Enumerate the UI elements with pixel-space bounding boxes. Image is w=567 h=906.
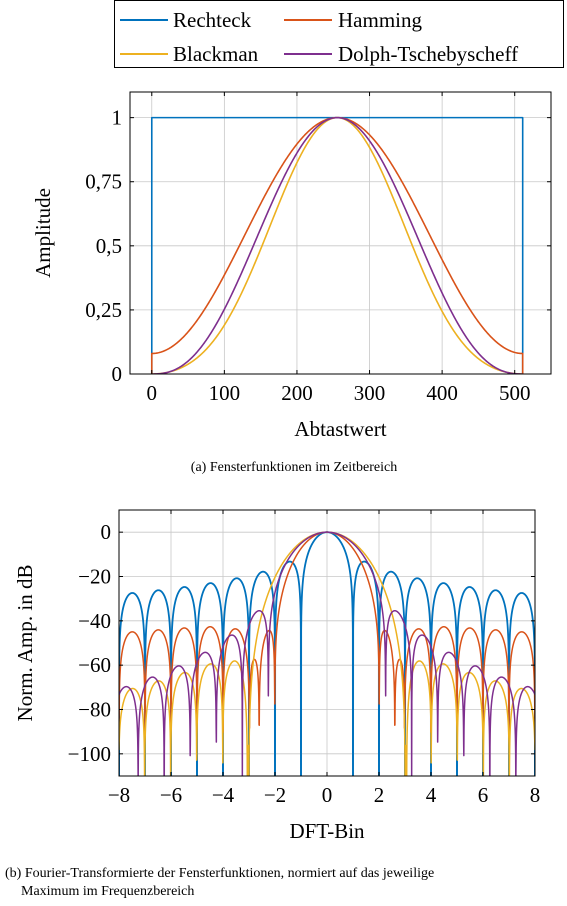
x-axis-label: Abtastwert	[294, 417, 386, 441]
x-tick-label-4: 400	[426, 381, 458, 405]
x-tick-label-0: −8	[108, 783, 130, 807]
y-tick-label-4: 1	[112, 106, 123, 130]
plot-area	[150, 116, 524, 374]
x-tick-label-4: 0	[322, 783, 333, 807]
time-domain-chart: 0 100 200 300 400 500 0 0,25 0,5 0,75 1 Abtastwert A…	[31, 91, 552, 441]
x-tick-label-0: 0	[147, 381, 158, 405]
y-axis-label: Amplitude	[31, 188, 55, 278]
x-tick-label-6: 4	[426, 783, 437, 807]
series-dolph-tschebyscheff	[119, 531, 535, 776]
x-tick-label-2: 200	[281, 381, 313, 405]
legend-label-blackman: Blackman	[173, 42, 259, 66]
y-axis-label: Norm. Amp. in dB	[13, 565, 37, 722]
y-tick-label-0: 0	[112, 362, 123, 386]
legend-entry-dolph: Dolph-Tschebyscheff	[284, 42, 518, 66]
caption-b-line1: (b) Fourier-Transformierte der Fensterfu…	[5, 866, 434, 881]
legend-label-rechteck: Rechteck	[173, 8, 252, 32]
y-tick-label-3: 0,75	[85, 170, 122, 194]
x-tick-label-7: 6	[478, 783, 489, 807]
x-tick-label-8: 8	[530, 783, 541, 807]
y-tick-label-5: 0	[101, 520, 112, 544]
legend-label-hamming: Hamming	[338, 8, 422, 32]
y-tick-label-2: 0,5	[96, 234, 122, 258]
axes-frame	[129, 91, 552, 375]
x-tick-label-1: 100	[209, 381, 241, 405]
caption-b-line2: Maximum im Frequenzbereich	[21, 884, 194, 899]
y-tick-label-1: −80	[78, 698, 111, 722]
y-tick-label-1: 0,25	[85, 298, 122, 322]
legend-entry-blackman: Blackman	[120, 42, 259, 66]
frequency-domain-chart: −8 −6 −4 −2 0 2 4 6 8−100−80−60−40−200DFT-BinNor…	[13, 509, 541, 843]
legend: Rechteck Hamming Blackman Dolph-Tschebys…	[114, 0, 564, 68]
series-dolph-tschebyscheff	[150, 116, 524, 374]
x-tick-label-5: 500	[499, 381, 531, 405]
legend-entry-hamming: Hamming	[284, 8, 422, 32]
caption-a: (a) Fensterfunktionen im Zeitbereich	[191, 460, 397, 475]
x-tick-label-3: 300	[354, 381, 386, 405]
y-tick-label-2: −60	[78, 653, 111, 677]
x-tick-label-3: −2	[264, 783, 286, 807]
x-tick-label-2: −4	[212, 783, 235, 807]
x-tick-label-1: −6	[160, 783, 182, 807]
x-tick-label-5: 2	[374, 783, 385, 807]
legend-entry-rechteck: Rechteck	[120, 8, 252, 32]
y-tick-label-0: −100	[68, 742, 111, 766]
y-tick-label-3: −40	[78, 609, 111, 633]
y-tick-label-4: −20	[78, 565, 111, 589]
plot-area	[119, 531, 535, 776]
legend-box	[114, 0, 564, 68]
legend-label-dolph: Dolph-Tschebyscheff	[338, 42, 518, 66]
x-axis-label: DFT-Bin	[289, 819, 365, 843]
